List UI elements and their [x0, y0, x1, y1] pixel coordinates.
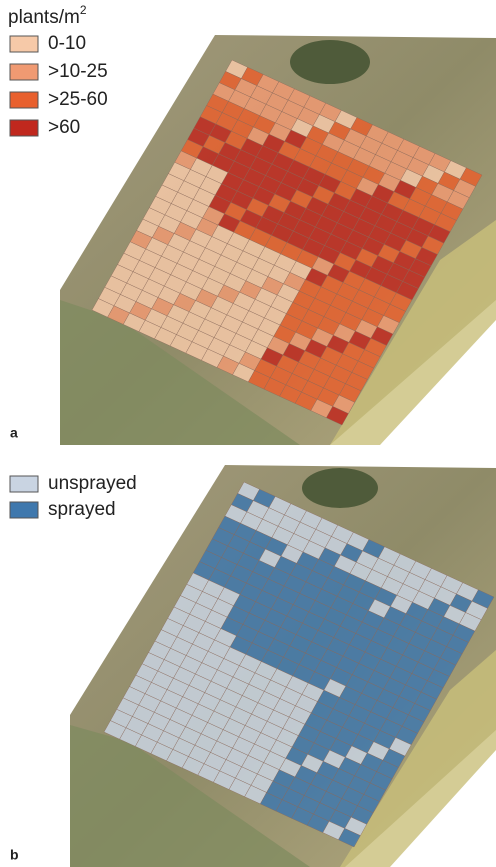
legend-label: >10-25	[48, 61, 108, 82]
legend-swatch	[10, 92, 38, 108]
legend-title-text: plants/m	[8, 7, 80, 28]
legend-label: sprayed	[48, 499, 116, 520]
panel-label: b	[10, 847, 19, 863]
legend-swatch	[10, 64, 38, 80]
legend-title-superscript: 2	[80, 3, 87, 17]
legend-title: plants/m2	[8, 3, 87, 28]
legend-label: unsprayed	[48, 473, 137, 494]
legend-swatch	[10, 476, 38, 492]
legend-swatch	[10, 36, 38, 52]
legend-swatch	[10, 502, 38, 518]
legend-swatch	[10, 120, 38, 136]
figure: plants/m2 a b 0-10 >10-25 >25-60 >60 unspray…	[0, 0, 496, 867]
panel-label: a	[10, 425, 18, 441]
legend-label: >60	[48, 117, 80, 138]
legend-label: >25-60	[48, 89, 108, 110]
legend-label: 0-10	[48, 33, 86, 54]
